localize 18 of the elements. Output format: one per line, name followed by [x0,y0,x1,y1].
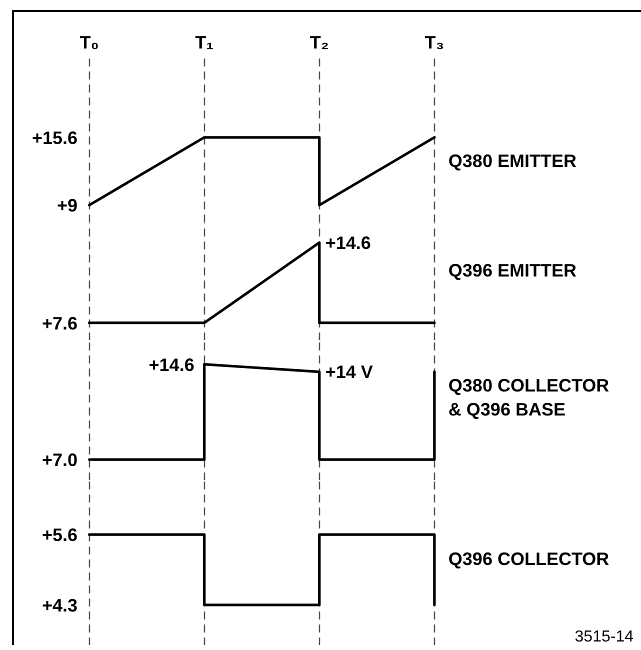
x-tick-label: T₃ [424,32,444,52]
x-tick-label: T₀ [80,32,99,52]
x-tick-label: T₁ [195,32,214,52]
data-label: +14.6 [148,354,194,375]
x-tick-label: T₂ [310,32,329,52]
y-tick-label: +5.6 [42,525,78,546]
text: 3515-14 [574,628,634,646]
data-label: +7.0 [42,450,78,470]
data-label: +14 V [325,362,373,382]
data-label: +14.6 [325,233,371,254]
y-tick-label: +4.3 [42,595,78,616]
text: Q396 EMITTER [448,260,576,281]
y-tick-label: +15.6 [32,128,78,148]
data-label: +7.6 [42,313,78,334]
y-tick-label: +9 [56,196,78,216]
series-label: Q380 EMITTER [448,151,576,172]
series-label: Q380 COLLECTOR & Q396 BASE [448,376,610,420]
series-label: Q396 COLLECTOR [448,549,610,570]
